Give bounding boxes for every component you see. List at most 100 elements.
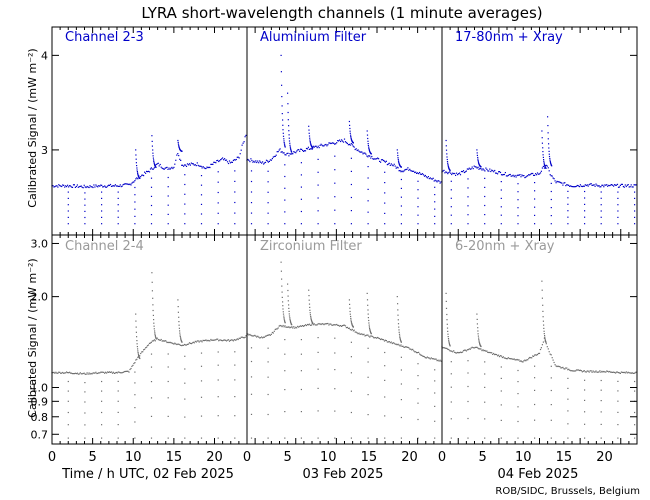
data-point [300,186,302,188]
data-point [412,348,414,350]
data-point [199,340,201,342]
data-point [331,142,333,144]
data-point [399,338,401,340]
data-point [634,223,636,225]
data-point [544,164,546,166]
data-point [545,341,547,343]
data-point [467,400,469,403]
data-point [309,140,311,143]
data-point [152,340,154,342]
data-point [572,370,574,372]
data-point [350,134,352,136]
data-point [284,437,286,439]
data-point [289,144,291,146]
data-point [569,185,571,187]
data-point [128,183,130,186]
data-point [515,176,517,178]
data-point [550,162,552,165]
data-point [118,371,120,373]
data-point [71,186,74,188]
data-point [300,174,302,176]
data-point [293,326,295,328]
data-point [617,390,619,392]
data-point [263,163,265,165]
data-point [425,357,427,359]
data-point [101,191,103,193]
data-point [178,147,180,149]
data-point [500,366,502,368]
data-point [410,348,412,350]
data-point [517,406,519,408]
data-point [140,352,142,355]
data-point [393,163,395,165]
data-point [151,290,153,292]
data-point [450,172,452,174]
data-point [392,165,394,167]
data-point [225,159,228,161]
data-point [95,184,97,186]
data-point [517,223,519,225]
data-point [56,185,58,187]
data-point [384,212,386,214]
data-point [477,158,479,160]
data-point [250,158,252,160]
data-point [260,337,262,339]
data-point [170,167,172,169]
data-point [562,366,564,368]
data-point [542,316,544,318]
data-point [289,321,292,323]
data-point [282,129,284,131]
data-point [267,376,269,378]
data-point [180,344,182,346]
data-point [224,159,227,161]
data-point [145,347,147,349]
data-point [430,178,432,180]
data-point [284,154,286,156]
data-point [101,380,103,383]
data-point [467,178,469,180]
data-point [584,389,586,391]
data-point [478,341,480,343]
data-point [310,317,312,319]
data-point [403,346,405,348]
data-point [173,343,175,345]
data-point [561,367,563,369]
data-point [167,168,169,170]
data-point [437,359,439,361]
data-point [549,161,552,164]
data-point [59,185,61,187]
data-point [353,329,355,331]
data-point [150,366,153,368]
data-point [267,437,269,439]
flare-bottom-2 [151,272,157,339]
data-point [200,194,203,196]
data-point [234,223,236,225]
data-point [543,333,545,335]
data-point [282,124,284,126]
data-point [350,329,352,331]
data-point [345,142,347,144]
data-point [577,185,580,187]
data-point [378,337,380,339]
flare-bottom-10 [445,292,451,347]
data-point [374,158,376,160]
data-point [568,368,570,370]
data-point [450,180,452,182]
data-point [538,352,541,354]
data-point [535,354,537,356]
data-point [367,309,369,311]
data-point [516,358,518,361]
data-point [164,167,166,169]
data-point [615,184,618,186]
data-point [399,335,401,337]
data-point [537,173,540,175]
data-point [93,184,95,186]
data-point [602,371,604,373]
data-point [150,204,153,207]
data-point [276,151,278,153]
data-point [368,149,370,151]
data-point [433,358,435,360]
data-point [288,310,290,312]
data-point [492,353,494,355]
data-point [117,424,119,426]
